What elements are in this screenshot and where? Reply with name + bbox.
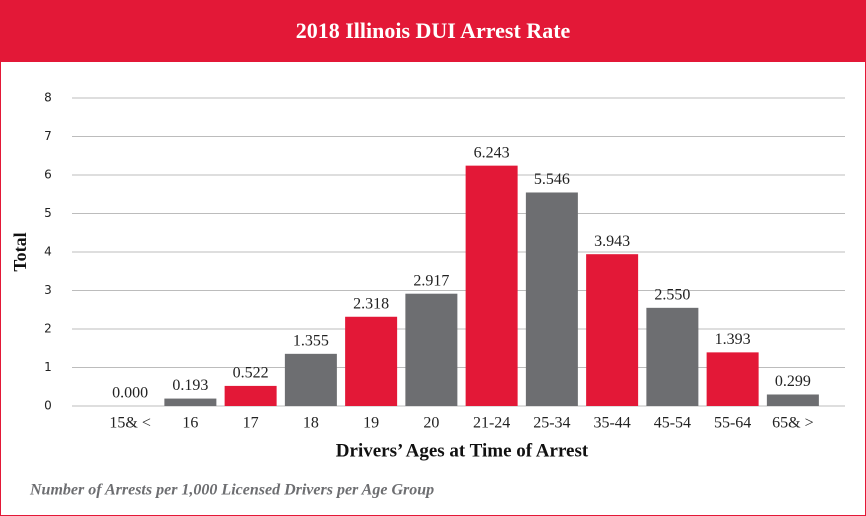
value-label: 0.299 [775,373,811,390]
value-label: 0.193 [172,377,208,394]
y-tick-label: 2 [44,322,52,336]
y-tick-label: 0 [44,399,52,413]
x-tick-label: 15& < [109,415,150,432]
x-tick-label: 16 [182,415,198,432]
x-tick-label: 19 [363,415,379,432]
chart-title: 2018 Illinois DUI Arrest Rate [296,18,571,43]
bar [345,316,398,406]
value-label: 6.243 [474,144,510,161]
value-label: 5.546 [534,171,570,188]
x-tick-label: 21-24 [473,415,510,432]
y-tick-label: 8 [44,91,52,105]
x-axis-title: Drivers’ Ages at Time of Arrest [336,440,589,461]
y-tick-label: 3 [44,283,52,297]
y-tick-label: 1 [44,360,52,374]
x-tick-label: 17 [243,415,259,432]
bar [224,385,277,406]
value-label: 1.355 [293,333,329,350]
x-tick-label: 18 [303,415,319,432]
y-tick-label: 7 [44,129,52,143]
value-label: 2.917 [413,272,449,289]
bar [646,307,699,406]
x-tick-label: 25-34 [533,415,570,432]
y-tick-label: 6 [44,168,52,182]
value-label: 2.550 [654,286,690,303]
x-tick-label: 20 [423,415,439,432]
value-label: 1.393 [715,331,751,348]
value-label: 2.318 [353,295,389,312]
bar [465,165,518,406]
y-tick-label: 4 [44,245,52,259]
bar [164,398,217,406]
value-label: 0.000 [112,385,148,402]
footnote: Number of Arrests per 1,000 Licensed Dri… [29,482,434,499]
value-label: 3.943 [594,233,630,250]
bar [405,293,458,406]
x-tick-label: 65& > [772,415,813,432]
x-tick-label: 35-44 [593,415,630,432]
y-axis-title: Total [10,232,30,271]
bar [586,254,639,406]
bar [706,352,759,406]
x-tick-label: 45-54 [654,415,691,432]
header [0,0,866,62]
bar [525,192,578,406]
x-tick-label: 55-64 [714,415,751,432]
bar [766,394,819,406]
value-label: 0.522 [233,365,269,382]
y-tick-label: 5 [44,206,52,220]
bar [284,353,337,406]
